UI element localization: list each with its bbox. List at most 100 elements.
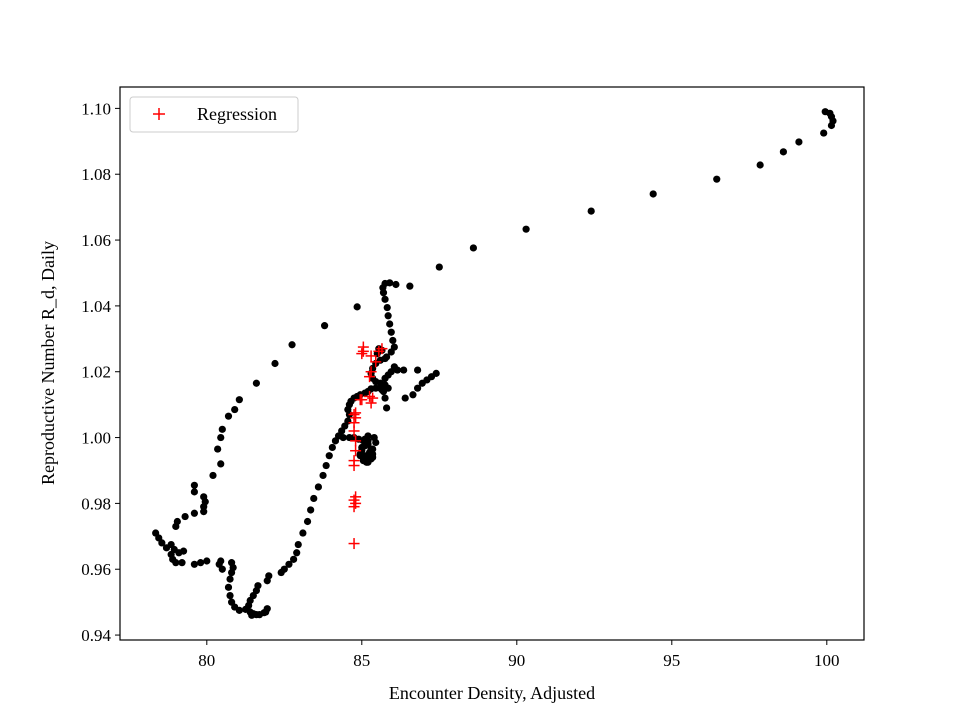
data-point (224, 583, 233, 591)
data-point (203, 557, 211, 565)
data-point (383, 404, 391, 412)
data-point (173, 517, 181, 526)
data-point (162, 544, 171, 552)
regression-point (350, 445, 362, 457)
data-point (319, 471, 327, 480)
data-point (226, 591, 234, 600)
data-point (386, 320, 394, 328)
y-tick-label: 1.08 (81, 165, 111, 184)
regression-point (348, 455, 360, 467)
x-tick-label: 95 (663, 651, 680, 670)
y-tick-label: 0.98 (81, 494, 111, 513)
y-tick-label: 0.96 (81, 560, 111, 579)
data-point (372, 438, 380, 447)
data-point (409, 391, 417, 399)
regression-point (364, 371, 376, 383)
data-point (328, 443, 336, 452)
data-point (381, 394, 389, 402)
regression-point (350, 407, 362, 419)
plot-frame (119, 86, 865, 641)
data-point (362, 458, 371, 466)
data-point (307, 506, 315, 514)
data-point (303, 517, 312, 526)
data-point (181, 512, 189, 521)
data-point (277, 568, 285, 577)
data-point (288, 341, 296, 349)
data-point (384, 312, 392, 320)
regression-point (357, 341, 369, 353)
y-tick-label: 1.02 (81, 363, 111, 382)
x-tick-label: 80 (198, 651, 215, 670)
regression-point (376, 343, 388, 355)
data-point (217, 557, 225, 565)
data-point (827, 121, 836, 130)
data-point (414, 366, 422, 374)
data-point (209, 471, 217, 480)
data-point (469, 244, 477, 252)
regression-point (356, 348, 368, 360)
regression-point (365, 350, 377, 362)
data-point (271, 359, 279, 368)
data-point (228, 559, 236, 567)
data-point (713, 175, 721, 183)
data-point (263, 577, 271, 585)
x-tick-label: 85 (353, 651, 370, 670)
points-layer (152, 108, 837, 619)
data-point (217, 460, 225, 468)
y-tick-label: 1.06 (81, 231, 111, 250)
legend-box (129, 96, 299, 133)
data-point (779, 148, 788, 156)
regression-point (348, 409, 360, 421)
data-point (381, 354, 389, 363)
data-point (392, 280, 400, 289)
data-point (248, 611, 256, 619)
data-point (252, 379, 260, 387)
data-point (200, 508, 208, 516)
legend: Regression (129, 96, 299, 133)
y-tick-label: 0.94 (81, 626, 111, 645)
data-point (756, 161, 764, 169)
data-point (381, 374, 389, 382)
data-point (321, 322, 329, 330)
data-point (190, 560, 198, 568)
data-point (218, 425, 226, 433)
legend-label-regression: Regression (197, 104, 277, 124)
y-tick-label: 1.04 (81, 297, 111, 316)
data-point (401, 394, 409, 402)
data-point (414, 384, 422, 392)
regression-point (350, 435, 362, 447)
data-point (178, 559, 186, 567)
data-point (200, 493, 208, 501)
regression-point (370, 356, 382, 368)
regression-point (365, 397, 377, 409)
data-point (322, 461, 330, 470)
data-point (314, 483, 322, 491)
data-point (152, 529, 160, 537)
data-point (262, 608, 270, 616)
data-point (522, 225, 530, 233)
data-point (310, 494, 318, 503)
data-point (197, 559, 205, 567)
data-point (214, 445, 222, 453)
data-point (387, 328, 395, 336)
data-point (379, 289, 388, 297)
y-tick-label: 1.00 (81, 429, 111, 448)
regression-point (348, 538, 360, 550)
data-point (331, 437, 340, 445)
data-point (294, 540, 302, 549)
data-point (432, 369, 440, 377)
data-point (406, 282, 414, 290)
data-point (383, 303, 391, 312)
regression-point (350, 491, 362, 503)
data-point (339, 433, 347, 442)
data-point (190, 488, 198, 496)
data-point (190, 509, 198, 517)
data-point (364, 437, 372, 445)
regression-point (356, 394, 368, 406)
data-point (381, 295, 389, 303)
data-point (379, 387, 388, 396)
y-axis: 0.94 0.96 0.98 1.00 1.02 1.04 1.06 1.08 1.10 (81, 99, 120, 645)
x-axis: 80 85 90 95 100 (198, 640, 840, 670)
data-point (649, 190, 657, 198)
data-point (217, 433, 225, 442)
